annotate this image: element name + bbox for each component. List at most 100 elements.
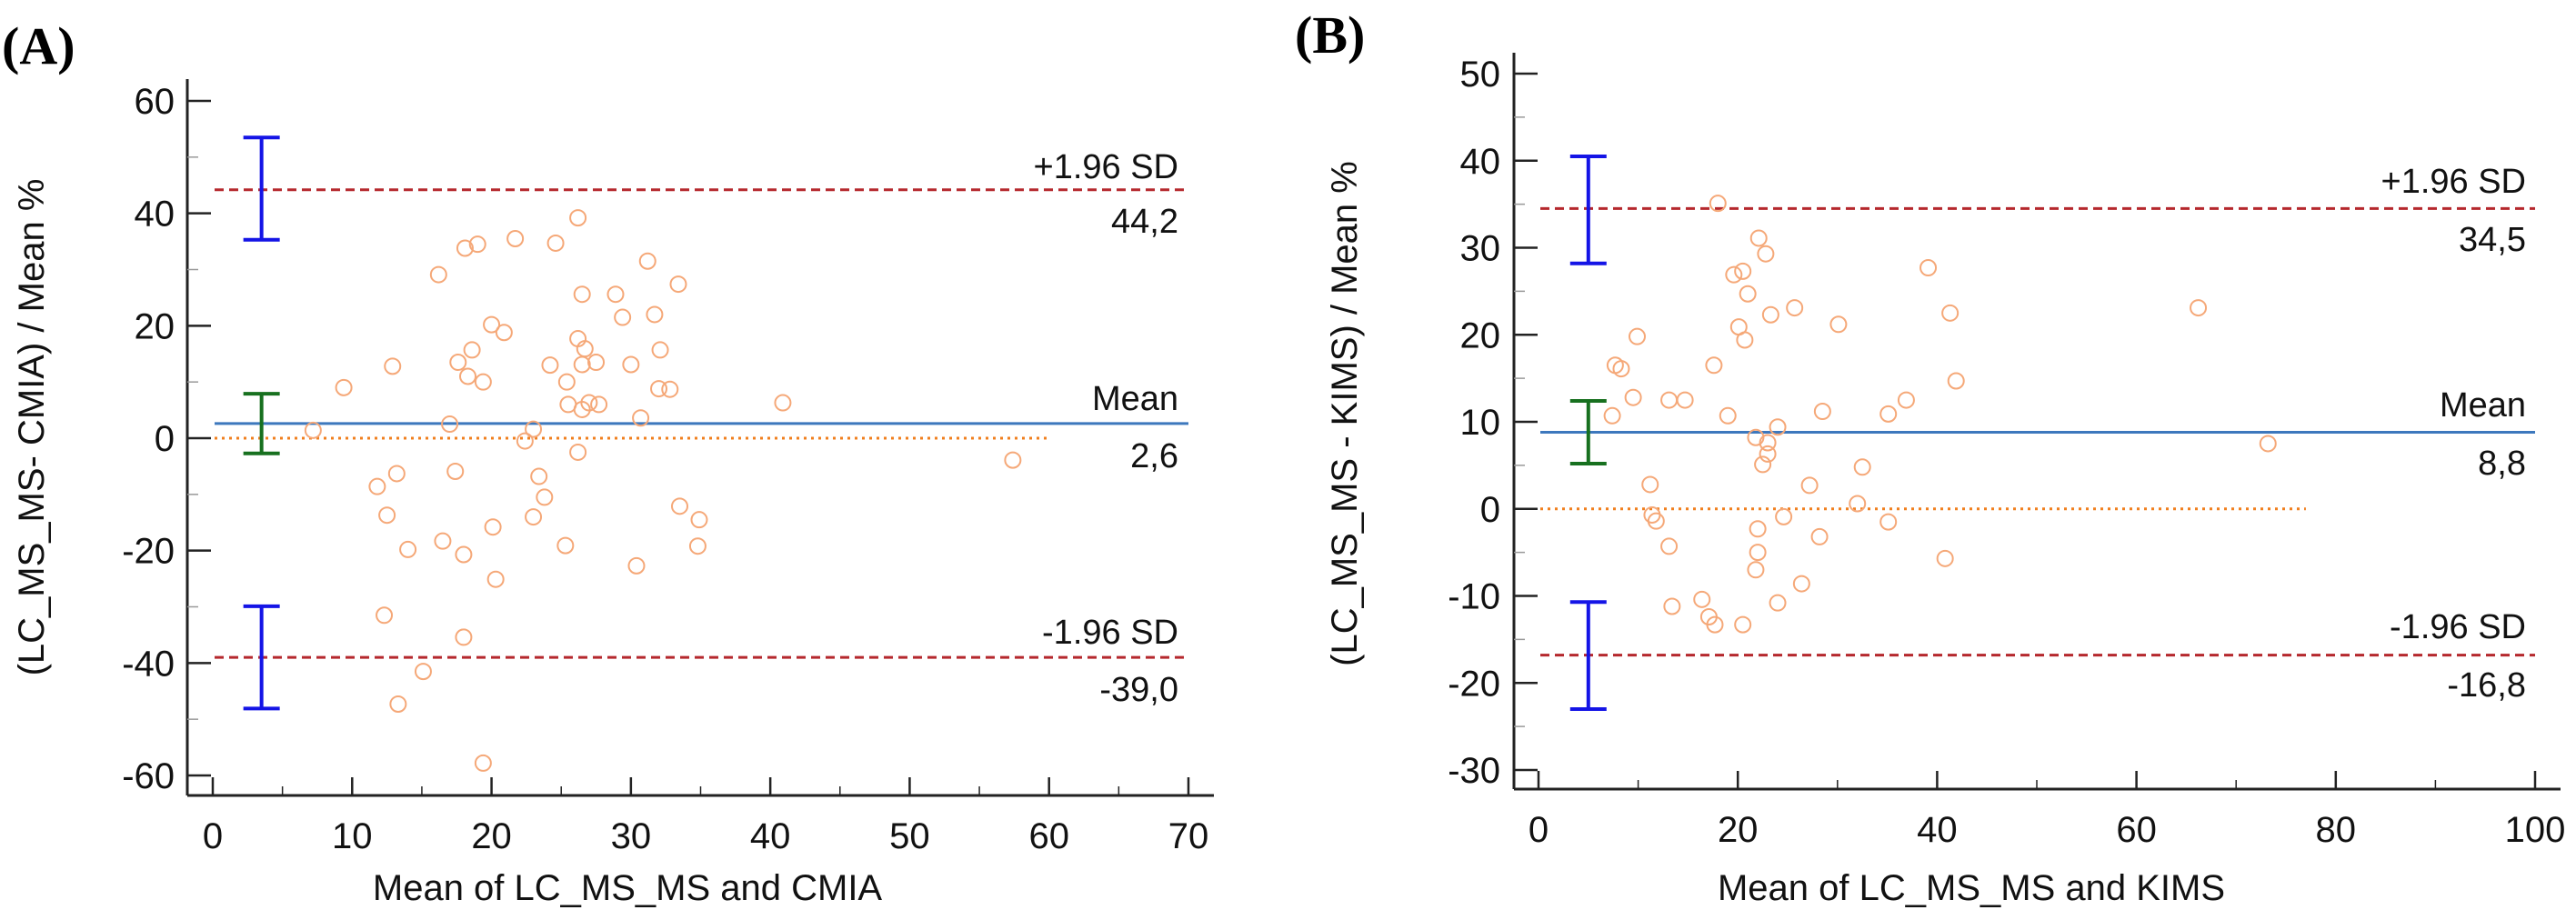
panel-a-data-point	[486, 570, 505, 588]
panel-a-data-point	[459, 367, 477, 385]
panel-a-data-point	[661, 380, 679, 398]
panel-a-data-point	[569, 443, 587, 461]
panel-b-data-point	[1749, 520, 1767, 538]
panel-b-data-point	[1660, 537, 1679, 555]
panel-b-data-point	[1849, 495, 1867, 513]
panel-b-data-point	[1736, 331, 1754, 349]
panel-b-data-point	[1709, 195, 1727, 213]
panel-b-data-point	[1624, 388, 1642, 406]
panel-b-lower-loa-value: -16,8	[2447, 666, 2526, 705]
panel-a-data-point	[573, 355, 591, 374]
panel-a-y-tick-label: 20	[135, 306, 175, 346]
panel-a-x-axis-title: Mean of LC_MS_MS and CMIA	[373, 868, 883, 908]
panel-b: (B) 0 20 40 60 80 100 -30 -20 -10 0 10 20 30 40 50 Mea…	[1295, 5, 2565, 908]
panel-a-mean-value: 2,6	[1130, 437, 1178, 475]
panel-b-data-point	[1769, 594, 1787, 612]
panel-a-data-point	[525, 420, 543, 438]
panel-b-data-point	[2259, 435, 2277, 453]
panel-a-data-point	[614, 308, 632, 326]
panel-a-y-tick-label: 60	[135, 82, 175, 122]
panel-b-y-tick-label: 40	[1460, 142, 1501, 182]
panel-b-data-point	[1725, 265, 1743, 284]
panel-b-data-point	[1747, 561, 1765, 579]
panel-a-data-point	[669, 275, 687, 294]
panel-a-x-tick-label: 0	[203, 816, 223, 856]
panel-b-y-tick-label: -10	[1448, 577, 1500, 617]
panel-a-axes	[185, 79, 1214, 797]
panel-a-data-point	[690, 511, 708, 529]
panel-b-points	[1603, 195, 2277, 634]
panel-b-data-point	[1761, 305, 1779, 324]
panel-a-data-point	[590, 395, 608, 414]
panel-a-data-point	[606, 285, 625, 304]
panel-b-data-point	[1786, 299, 1804, 317]
panel-b-data-point	[1775, 507, 1793, 525]
panel-a-upper-loa-name: +1.96 SD	[1034, 148, 1179, 186]
panel-b-data-point	[1792, 575, 1810, 593]
panel-b-y-tick-label: 30	[1460, 229, 1501, 269]
panel-a-data-point	[525, 508, 543, 526]
panel-a: (A) 0 10 20 30 40 50 60 70 -60 -40 -20 0 20 40 60 Mean…	[2, 16, 1214, 908]
panel-b-ticks: 0 20 40 60 80 100 -30 -20 -10 0 10 20 30 40 50	[1448, 55, 2565, 850]
panel-b-data-point	[1647, 512, 1665, 530]
panel-a-data-point	[638, 252, 657, 270]
panel-a-data-point	[414, 663, 432, 681]
panel-a-upper-loa-ci	[243, 135, 280, 242]
panel-b-upper-loa-value: 34,5	[2459, 221, 2526, 259]
panel-b-data-point	[1800, 476, 1819, 495]
panel-a-reference-lines	[215, 188, 1188, 659]
panel-a-data-point	[474, 754, 492, 772]
panel-b-upper-loa-name: +1.96 SD	[2381, 163, 2527, 201]
panel-a-data-point	[335, 378, 353, 396]
panel-b-label: (B)	[1295, 5, 1365, 65]
panel-a-x-tick-label: 20	[471, 816, 512, 856]
panel-b-data-point	[1676, 391, 1694, 409]
panel-a-data-point	[455, 545, 473, 564]
panel-b-x-axis-title: Mean of LC_MS_MS and KIMS	[1718, 868, 2225, 908]
panel-a-lower-loa-name: -1.96 SD	[1042, 614, 1178, 652]
panel-b-mean-ci	[1569, 399, 1607, 465]
panel-b-data-point	[1663, 597, 1681, 615]
panel-a-data-point	[456, 239, 474, 257]
panel-a-points	[304, 209, 1022, 772]
panel-a-data-point	[368, 477, 386, 495]
panel-b-reference-lines	[1540, 206, 2535, 657]
panel-a-data-point	[546, 234, 565, 252]
panel-b-y-tick-label: -30	[1448, 751, 1500, 791]
panel-a-label: (A)	[2, 16, 75, 75]
panel-a-y-tick-label: 40	[135, 195, 175, 235]
panel-b-data-point	[1719, 406, 1737, 425]
panel-b-x-tick-label: 80	[2316, 810, 2357, 850]
panel-b-data-point	[1734, 262, 1752, 280]
panel-a-x-tick-label: 60	[1028, 816, 1069, 856]
panel-a-y-tick-label: -40	[122, 644, 175, 684]
panel-b-data-point	[1941, 304, 1960, 322]
panel-a-data-point	[446, 462, 465, 480]
panel-b-y-tick-label: 10	[1460, 403, 1501, 443]
panel-a-data-point	[651, 341, 669, 359]
panel-a-data-point	[632, 409, 650, 427]
panel-b-data-point	[1629, 327, 1647, 345]
panel-b-data-point	[2190, 299, 2208, 317]
panel-b-data-point	[1759, 434, 1777, 452]
panel-b-mean-name: Mean	[2440, 386, 2526, 425]
panel-a-lower-loa-ci	[243, 604, 280, 711]
panel-b-y-tick-label: -20	[1448, 664, 1500, 704]
panel-a-data-point	[376, 606, 394, 625]
panel-a-y-tick-label: -60	[122, 756, 175, 796]
panel-b-data-point	[1759, 445, 1777, 463]
panel-a-x-tick-label: 10	[332, 816, 373, 856]
panel-a-data-point	[389, 695, 407, 713]
panel-b-data-point	[1612, 360, 1630, 378]
panel-a-ticks: 0 10 20 30 40 50 60 70 -60 -40 -20 0 20 40 60	[122, 82, 1208, 856]
panel-a-x-tick-label: 50	[889, 816, 930, 856]
panel-a-data-point	[774, 394, 792, 412]
panel-b-y-tick-label: 20	[1460, 315, 1501, 355]
panel-a-data-point	[573, 285, 591, 304]
panel-b-data-point	[1747, 428, 1765, 446]
panel-a-data-point	[569, 209, 587, 227]
panel-a-data-point	[387, 465, 406, 483]
panel-b-y-axis-title: (LC_MS_MS - KIMS) / Mean %	[1325, 161, 1365, 666]
panel-a-data-point	[384, 357, 402, 375]
panel-b-y-tick-label: 50	[1460, 55, 1501, 95]
